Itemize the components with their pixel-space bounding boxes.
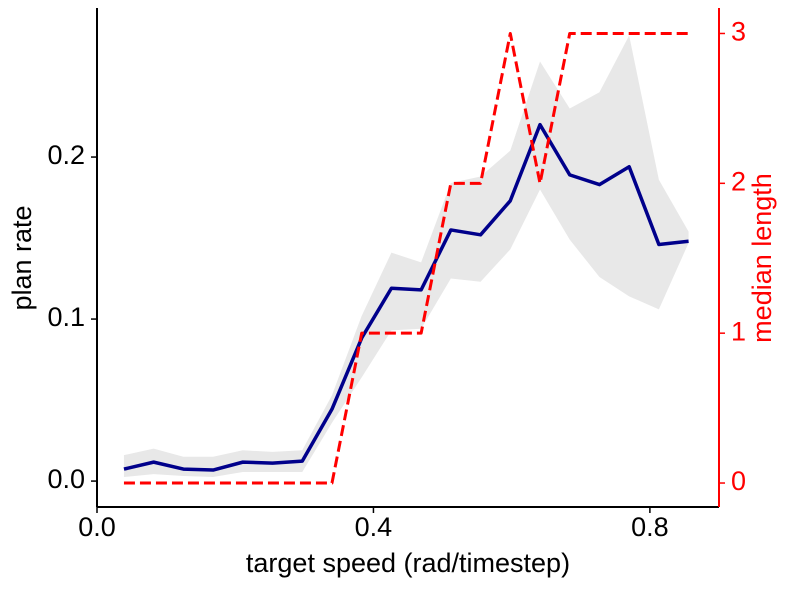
x-tick-label: 0.8 [631,512,669,542]
y2-tick-label: 3 [731,17,746,47]
y2-tick-label: 0 [731,466,746,496]
y2-tick-label: 2 [731,166,746,196]
y-axis-label: plan rate [7,205,37,310]
y-tick-label: 0.1 [47,302,85,332]
line [123,122,689,472]
y-tick-label: 0.2 [47,140,85,170]
y-tick-label: 0.0 [47,464,85,494]
x-tick-label: 0.4 [355,512,393,542]
x-axis-label: target speed (rad/timestep) [246,548,570,578]
dashed-line [123,31,689,485]
x-tick-label: 0.0 [78,512,116,542]
error-band [123,35,689,478]
y2-axis-label: median length [747,173,777,343]
y2-tick-label: 1 [731,316,746,346]
